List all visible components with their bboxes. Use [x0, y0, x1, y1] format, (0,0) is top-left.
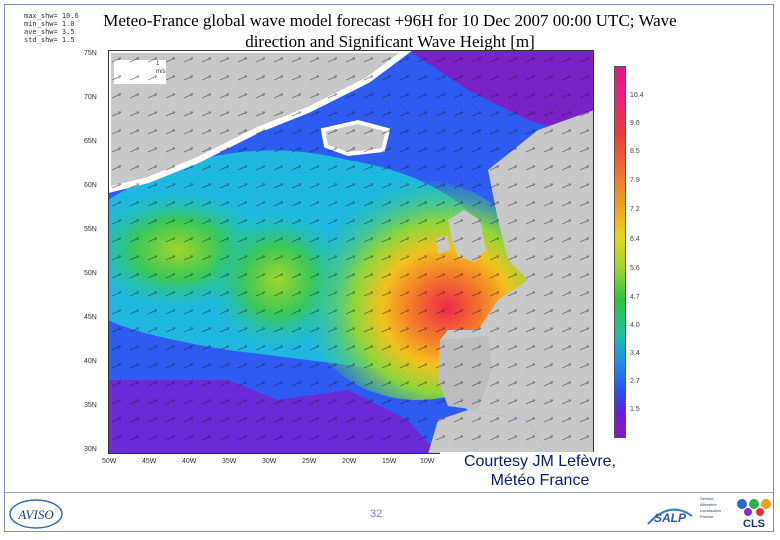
scale-note: 1 m/s	[156, 60, 166, 76]
lon-label-25w: 25W	[302, 458, 317, 465]
map-svg	[88, 47, 594, 454]
lat-label-50n: 50N	[84, 270, 97, 277]
lat-label-75n: 75N	[84, 50, 97, 57]
stat-ave: ave_shw= 3.5	[24, 28, 75, 36]
lon-label-15w: 15W	[382, 458, 397, 465]
colorbar-label-4: 7.2	[630, 206, 640, 213]
lon-label-10w: 10W	[420, 458, 435, 465]
lat-label-65n: 65N	[84, 138, 97, 145]
lat-label-70n: 70N	[84, 94, 97, 101]
slide-title: Meteo-France global wave model forecast …	[103, 11, 677, 51]
wave-height-map: 1 m/s	[88, 47, 594, 454]
salp-logo-text: SALP	[654, 511, 687, 525]
wave-direction-arrows	[108, 50, 594, 454]
aviso-logo-text: AVISO	[17, 507, 54, 522]
colorbar-label-1: 9.6	[630, 120, 640, 127]
lat-label-60n: 60N	[84, 182, 97, 189]
lat-label-55n: 55N	[84, 226, 97, 233]
colorbar-label-5: 6.4	[630, 236, 640, 243]
lon-label-30w: 30W	[262, 458, 277, 465]
colorbar-label-9: 3.4	[630, 350, 640, 357]
lon-label-45w: 45W	[142, 458, 157, 465]
lon-label-20w: 20W	[342, 458, 357, 465]
colorbar-label-11: 1.5	[630, 406, 640, 413]
lat-label-45n: 45N	[84, 314, 97, 321]
stat-max: max_shw= 10.6	[24, 12, 79, 20]
stat-min: min_shw= 1.0	[24, 20, 75, 28]
cls-logo: CLS	[734, 496, 774, 532]
lon-label-50w: 50W	[102, 458, 117, 465]
footer-divider	[4, 492, 774, 493]
colorbar-label-6: 5.6	[630, 265, 640, 272]
statistics-block: max_shw= 10.6 min_shw= 1.0 ave_shw= 3.5 …	[24, 12, 79, 44]
lat-label-35n: 35N	[84, 402, 97, 409]
scale-note-value: 1	[156, 61, 160, 67]
courtesy-credit: Courtesy JM Lefèvre, Météo France	[440, 452, 640, 490]
lon-label-35w: 35W	[222, 458, 237, 465]
salp-logo: SALP	[644, 498, 696, 530]
colorbar-label-8: 4.0	[630, 322, 640, 329]
cls-logo-text: CLS	[743, 518, 765, 530]
wave-height-colorbar	[614, 66, 626, 438]
lat-label-30n: 30N	[84, 446, 97, 453]
page-number: 32	[370, 508, 383, 520]
colorbar-label-3: 7.9	[630, 177, 640, 184]
salp-subtitle: Service Altimétrie Localisation Précise	[700, 496, 722, 519]
scale-note-unit: m/s	[156, 69, 166, 75]
aviso-logo: AVISO	[8, 498, 64, 530]
slide-frame	[4, 4, 774, 532]
colorbar-label-10: 2.7	[630, 378, 640, 385]
lat-label-40n: 40N	[84, 358, 97, 365]
colorbar-label-0: 10.4	[630, 92, 644, 99]
lon-label-40w: 40W	[182, 458, 197, 465]
colorbar-label-2: 8.5	[630, 148, 640, 155]
stat-std: std_shw= 1.5	[24, 36, 75, 44]
map-frame	[108, 50, 594, 454]
colorbar-label-7: 4.7	[630, 294, 640, 301]
